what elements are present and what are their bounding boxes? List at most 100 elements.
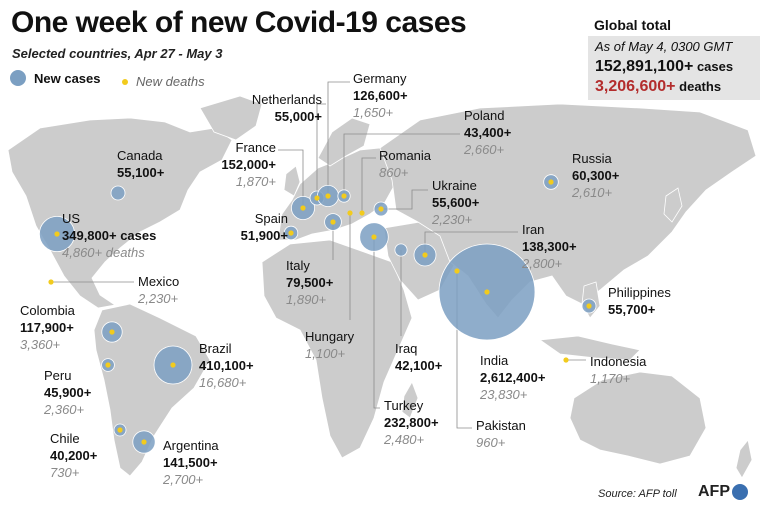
germany-leader-line [327, 81, 350, 196]
chile-deaths-value: 730+ [50, 465, 80, 480]
country-label-germany: Germany 126,600+ 1,650+ [353, 70, 408, 121]
country-label-italy: Italy 79,500+ 1,890+ [286, 257, 333, 308]
hungary-deaths-value: 1,100+ [305, 346, 346, 361]
germany-deaths-dot [325, 193, 331, 199]
country-label-iran: Iran 138,300+ 2,800+ [522, 221, 577, 272]
spain-deaths-dot [288, 230, 294, 236]
global-deaths: 3,206,600+ deaths [595, 78, 721, 96]
germany-cases-value: 126,600+ [353, 88, 408, 103]
spain-name: Spain [254, 211, 288, 226]
chile-cases-value: 40,200+ [50, 448, 98, 463]
ukraine-deaths-value: 2,230+ [432, 212, 473, 227]
country-label-chile: Chile 40,200+ 730+ [50, 430, 97, 481]
colombia-deaths-dot [109, 329, 115, 335]
turkey-cases-value: 232,800+ [384, 415, 439, 430]
iran-cases-value: 138,300+ [522, 239, 577, 254]
legend-cases-label: New cases [34, 70, 101, 86]
chile-deaths-dot [117, 427, 123, 433]
country-label-netherlands: Netherlands 55,000+ [238, 91, 322, 125]
africa-land [261, 239, 413, 459]
philippines-cases-value: 55,700+ [608, 302, 656, 317]
canada-name: Canada [117, 148, 163, 163]
global-deaths-unit: deaths [679, 79, 722, 94]
turkey-deaths-value: 2,480+ [384, 432, 425, 447]
mexico-deaths-dot [48, 279, 54, 285]
country-label-argentina: Argentina 141,500+ 2,700+ [163, 437, 219, 488]
country-label-pakistan: Pakistan 960+ [476, 417, 526, 451]
chile-name: Chile [50, 431, 80, 446]
iran-deaths-dot [422, 252, 428, 258]
country-label-canada: Canada 55,100+ [117, 147, 164, 181]
global-cases-value: 152,891,100+ [595, 58, 694, 75]
germany-deaths-value: 1,650+ [353, 105, 394, 120]
philippines-name: Philippines [608, 285, 671, 300]
legend-deaths-label: New deaths [136, 74, 205, 89]
iraq-name: Iraq [395, 341, 418, 356]
italy-cases-value: 79,500+ [286, 275, 334, 290]
italy-deaths-value: 1,890+ [286, 292, 327, 307]
indonesia-deaths-value: 1,170+ [590, 371, 631, 386]
iraq-cases-bubble [394, 243, 408, 257]
india-deaths-dot [484, 289, 490, 295]
brazil-deaths-dot [170, 362, 176, 368]
russia-deaths-dot [548, 179, 554, 185]
russia-cases-value: 60,300+ [572, 168, 620, 183]
philippines-deaths-dot [586, 303, 592, 309]
argentina-name: Argentina [163, 438, 219, 453]
source-note: Source: AFP toll [598, 488, 677, 500]
netherlands-cases-value: 55,000+ [274, 109, 322, 124]
legend-deaths: New deaths [122, 74, 205, 89]
chart-subtitle: Selected countries, Apr 27 - May 3 [12, 46, 223, 61]
country-label-russia: Russia 60,300+ 2,610+ [572, 150, 619, 201]
cases-bubble-icon [10, 70, 26, 86]
ukraine-cases-value: 55,600+ [432, 195, 480, 210]
iran-name: Iran [522, 222, 545, 237]
spain-cases-value: 51,900+ [240, 228, 288, 243]
turkey-leader-line [373, 237, 380, 409]
colombia-deaths-value: 3,360+ [20, 337, 61, 352]
peru-deaths-dot [105, 362, 111, 368]
pakistan-deaths-dot [454, 268, 460, 274]
france-leader-line [278, 149, 304, 208]
netherlands-deaths-dot [314, 195, 320, 201]
pakistan-name: Pakistan [476, 418, 526, 433]
country-label-philippines: Philippines 55,700+ [608, 284, 671, 318]
country-label-indonesia: Indonesia 1,170+ [590, 353, 646, 387]
romania-deaths-value: 860+ [379, 165, 409, 180]
hungary-name: Hungary [305, 329, 355, 344]
poland-deaths-dot [341, 193, 347, 199]
afp-logo: AFP [698, 483, 748, 501]
us-deaths-dot [54, 231, 60, 237]
global-total-heading: Global total [588, 14, 760, 36]
turkey-name: Turkey [384, 398, 424, 413]
canada-cases-bubble [110, 185, 126, 201]
australia-land [569, 371, 707, 465]
ukraine-deaths-dot [378, 206, 384, 212]
netherlands-leader-line [316, 103, 326, 198]
romania-name: Romania [379, 148, 432, 163]
ukraine-name: Ukraine [432, 178, 477, 193]
north-america-land [7, 117, 233, 309]
brazil-name: Brazil [199, 341, 232, 356]
romania-deaths-dot [359, 210, 365, 216]
afp-logo-text: AFP [698, 483, 730, 500]
mexico-deaths-value: 2,230+ [138, 291, 179, 306]
country-label-colombia: Colombia 117,900+ 3,360+ [20, 302, 75, 353]
peru-deaths-value: 2,360+ [44, 402, 85, 417]
germany-name: Germany [353, 71, 407, 86]
france-cases-value: 152,000+ [221, 157, 276, 172]
poland-deaths-value: 2,660+ [464, 142, 505, 157]
italy-deaths-dot [330, 219, 336, 225]
global-cases-unit: cases [696, 59, 734, 74]
iraq-cases-value: 42,100+ [395, 358, 443, 373]
mexico-name: Mexico [138, 274, 180, 289]
iran-deaths-value: 2,800+ [522, 256, 563, 271]
romania-leader-line [361, 157, 376, 213]
italy-name: Italy [286, 258, 310, 273]
country-label-india: India 2,612,400+ 23,830+ [480, 352, 545, 403]
france-name: France [235, 140, 276, 155]
global-total-box: Global total As of May 4, 0300 GMT 152,8… [588, 14, 760, 100]
india-cases-value: 2,612,400+ [480, 370, 546, 385]
global-cases: 152,891,100+ cases [595, 58, 733, 76]
indonesia-name: Indonesia [590, 354, 647, 369]
